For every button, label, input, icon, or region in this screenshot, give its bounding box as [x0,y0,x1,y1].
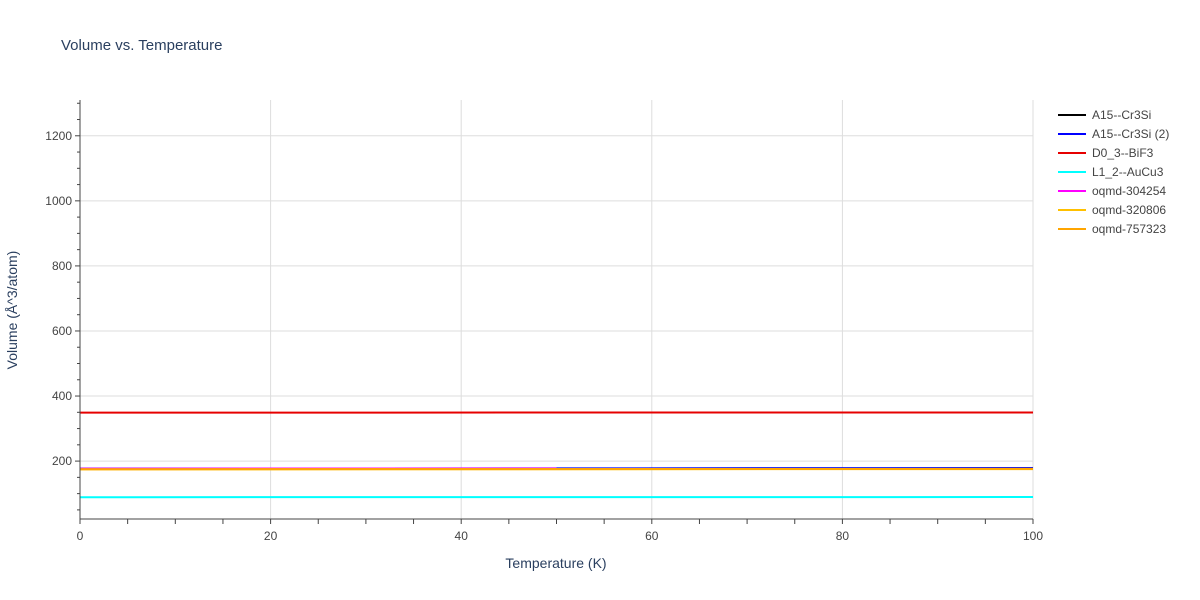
legend: A15--Cr3Si A15--Cr3Si (2) D0_3--BiF3 L1_2--… [1058,108,1169,236]
x-tick-label: 80 [836,529,850,543]
x-tick-label: 40 [455,529,469,543]
y-axis-title: Volume (Å^3/atom) [4,251,20,370]
legend-label: oqmd-320806 [1092,203,1166,217]
x-tick-label: 20 [264,529,278,543]
grid-lines [80,100,1034,519]
y-tick-label: 800 [52,259,72,273]
legend-label: oqmd-304254 [1092,184,1166,198]
y-tick-label: 600 [52,324,72,338]
y-tick-label: 400 [52,389,72,403]
axes [75,100,1034,524]
legend-label: L1_2--AuCu3 [1092,165,1164,179]
legend-label: oqmd-757323 [1092,222,1166,236]
x-tick-label: 100 [1023,529,1043,543]
series-lines [79,411,1034,499]
axis-ticks: 0 20 40 60 80 100 200 400 600 800 1000 1200 [45,129,1043,543]
x-axis-title: Temperature (K) [505,555,606,571]
legend-label: D0_3--BiF3 [1092,146,1154,160]
x-tick-label: 60 [645,529,659,543]
y-tick-label: 200 [52,454,72,468]
legend-label: A15--Cr3Si (2) [1092,127,1169,141]
x-tick-label: 0 [77,529,84,543]
legend-label: A15--Cr3Si [1092,108,1151,122]
chart-title: Volume vs. Temperature [61,37,222,54]
y-tick-label: 1000 [45,194,72,208]
y-tick-label: 1200 [45,129,72,143]
